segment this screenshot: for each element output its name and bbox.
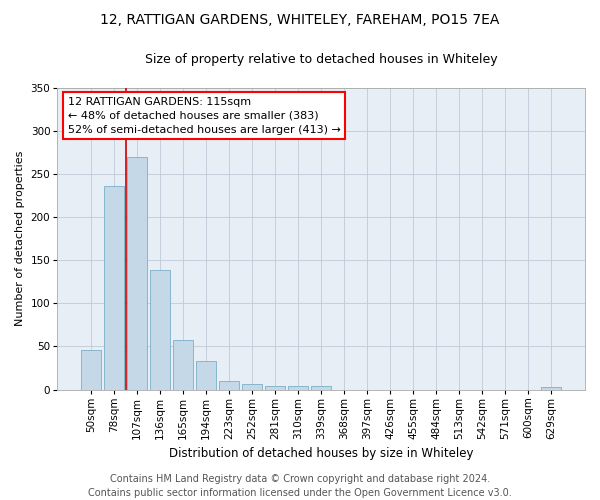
Title: Size of property relative to detached houses in Whiteley: Size of property relative to detached ho… [145,52,497,66]
X-axis label: Distribution of detached houses by size in Whiteley: Distribution of detached houses by size … [169,447,473,460]
Bar [311,386,331,390]
Bar [541,387,561,390]
Bar [265,386,285,390]
Bar [289,386,308,390]
Bar [242,384,262,390]
Bar [104,186,124,390]
Y-axis label: Number of detached properties: Number of detached properties [15,151,25,326]
Text: 12, RATTIGAN GARDENS, WHITELEY, FAREHAM, PO15 7EA: 12, RATTIGAN GARDENS, WHITELEY, FAREHAM,… [100,12,500,26]
Text: Contains HM Land Registry data © Crown copyright and database right 2024.
Contai: Contains HM Land Registry data © Crown c… [88,474,512,498]
Bar [150,270,170,390]
Bar [81,350,101,390]
Bar [196,361,216,390]
Bar [127,158,147,390]
Bar [173,340,193,390]
Text: 12 RATTIGAN GARDENS: 115sqm
← 48% of detached houses are smaller (383)
52% of se: 12 RATTIGAN GARDENS: 115sqm ← 48% of det… [68,96,341,134]
Bar [220,381,239,390]
